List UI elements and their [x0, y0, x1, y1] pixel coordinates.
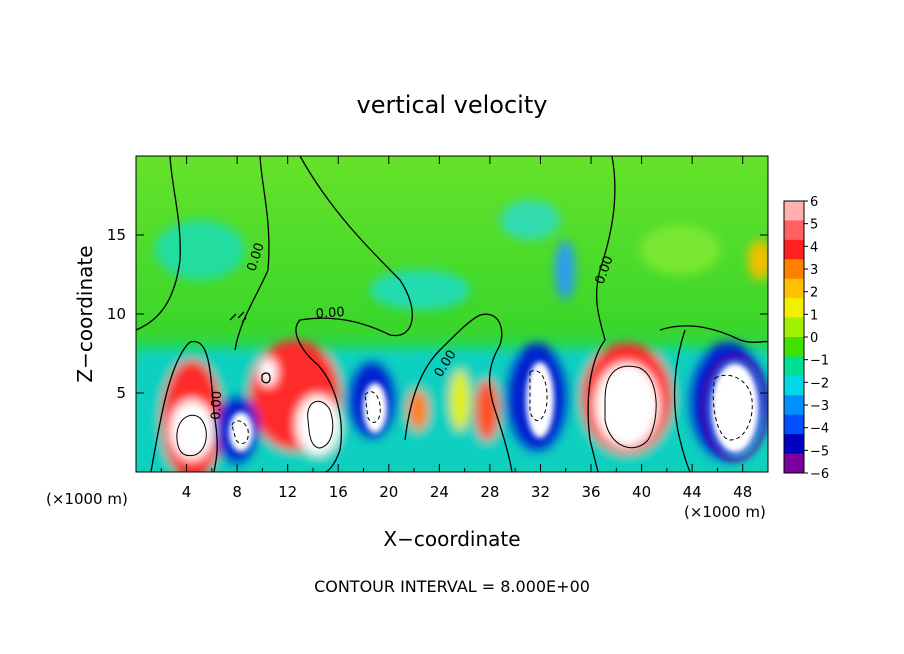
x-tick-label: 12: [278, 483, 297, 501]
colorbar-swatch: [784, 259, 804, 280]
colorbar-swatch: [784, 414, 804, 435]
colorbar-label: −5: [810, 444, 829, 459]
colorbar-swatch: [784, 395, 804, 416]
x-tick-label: 4: [182, 483, 192, 501]
x-tick-label: 16: [329, 483, 348, 501]
colorbar-swatch: [784, 434, 804, 455]
colorbar-label: 6: [810, 195, 818, 210]
colorbar-label: −6: [810, 467, 829, 482]
x-tick-label: 44: [683, 483, 702, 501]
y-tick-label: 15: [107, 226, 126, 244]
y-axis-label: Z−coordinate: [73, 245, 97, 382]
colorbar-label: 1: [810, 308, 818, 323]
chart-title: vertical velocity: [357, 91, 548, 119]
x-tick-label: 24: [430, 483, 449, 501]
x-tick-label: 32: [531, 483, 550, 501]
x-tick-label: 40: [632, 483, 651, 501]
x-axis-label: X−coordinate: [383, 527, 520, 551]
y-tick-label: 10: [107, 305, 126, 323]
colorbar-swatch: [784, 278, 804, 299]
x-tick-label: 8: [232, 483, 242, 501]
colorbar: 6 5 4 3 2 1 0 −1 −2 −3 −4 −5 −6: [783, 195, 829, 482]
heatmap-field: [136, 156, 768, 472]
contour-label: 0.00: [209, 391, 225, 420]
colorbar-swatch: [784, 220, 804, 241]
contour-interval-footer: CONTOUR INTERVAL = 8.000E+00: [314, 577, 590, 596]
colorbar-swatch: [784, 201, 804, 221]
y-tick-label: 5: [116, 384, 126, 402]
colorbar-swatch: [784, 298, 804, 319]
colorbar-swatch: [784, 239, 804, 260]
colorbar-swatch: [784, 317, 804, 338]
y-axis: 5 10 15: [107, 226, 768, 402]
x-tick-label: 20: [379, 483, 398, 501]
colorbar-swatch: [784, 337, 804, 357]
colorbar-label: 5: [810, 218, 818, 233]
value-contours: [176, 365, 753, 457]
x-unit-right: (×1000 m): [684, 503, 766, 521]
x-unit-left: (×1000 m): [46, 490, 128, 508]
colorbar-label: −1: [810, 354, 829, 369]
colorbar-label: −3: [810, 399, 829, 414]
x-tick-label: 36: [581, 483, 600, 501]
colorbar-label: 3: [810, 263, 818, 278]
colorbar-swatch: [784, 453, 804, 474]
colorbar-swatch: [784, 375, 804, 396]
x-tick-label: 48: [733, 483, 752, 501]
colorbar-label: 0: [810, 331, 818, 346]
colorbar-label: 2: [810, 286, 818, 301]
zero-contours: [136, 156, 768, 472]
colorbar-swatch: [784, 356, 804, 377]
contour-label: 0.00: [315, 305, 345, 322]
x-axis: 4 8 12 16 20 24 28 32 36 40 44 48: [160, 156, 752, 501]
x-tick-label: 28: [480, 483, 499, 501]
colorbar-label: 4: [810, 240, 818, 255]
colorbar-label: −2: [810, 376, 829, 391]
colorbar-label: −4: [810, 422, 829, 437]
